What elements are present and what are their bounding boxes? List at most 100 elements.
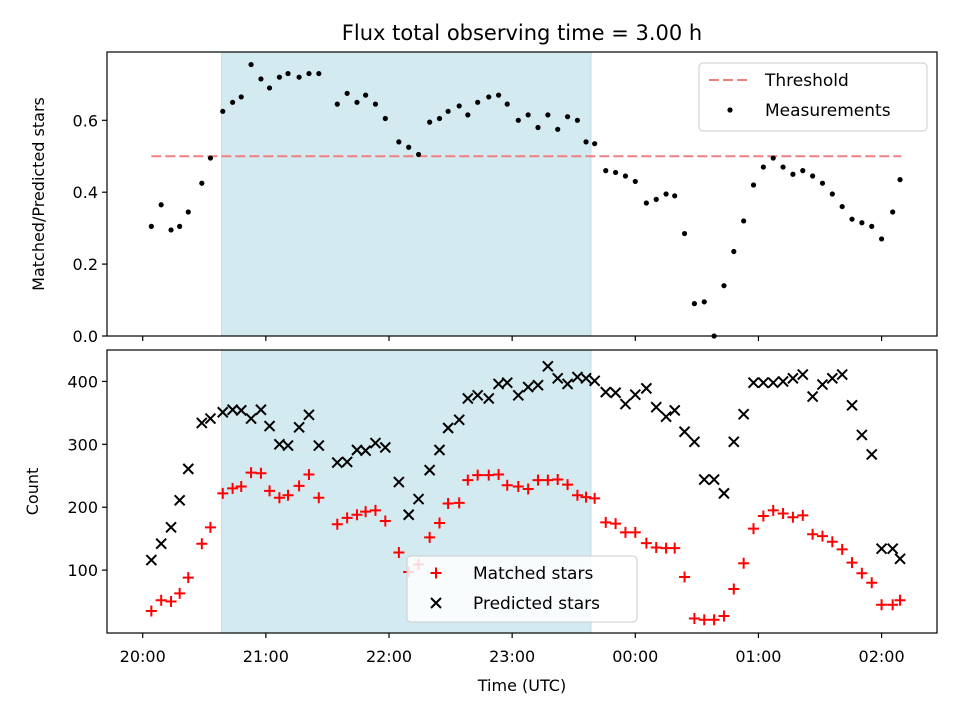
measurement-point: [475, 99, 481, 105]
predicted-star-marker: [255, 404, 267, 416]
predicted-star-marker: [816, 378, 829, 391]
predicted-star-marker: [245, 412, 257, 425]
predicted-star-marker: [698, 473, 710, 486]
measurement-point: [859, 220, 865, 226]
predicted-star-marker: [826, 372, 839, 385]
measurement-point: [334, 101, 340, 107]
predicted-star-marker: [737, 408, 750, 420]
matched-star-marker: [433, 517, 445, 529]
measurement-point: [266, 85, 273, 91]
matched-star-marker: [836, 543, 848, 555]
measurement-point: [230, 99, 236, 105]
predicted-star-marker: [369, 437, 382, 449]
legend-measurements-label: Measurements: [765, 101, 891, 121]
measurement-point: [890, 209, 896, 215]
matched-star-marker: [369, 504, 381, 516]
predicted-star-marker: [660, 410, 672, 423]
legend-box: [698, 62, 928, 132]
y-tick-label: 0.4: [73, 183, 98, 202]
predicted-star-marker: [561, 378, 574, 390]
matched-star-marker: [393, 547, 405, 559]
matched-star-marker: [542, 474, 554, 486]
measurement-point: [220, 108, 226, 114]
predicted-star-marker: [165, 521, 177, 534]
matched-star-marker: [767, 504, 779, 516]
measurement-point: [564, 114, 571, 120]
predicted-star-marker: [640, 382, 653, 395]
measurement-point: [515, 117, 521, 123]
matched-star-marker: [462, 474, 474, 486]
measurement-point: [760, 164, 766, 170]
predicted-star-marker: [512, 389, 525, 401]
measurement-point: [456, 103, 462, 109]
measurement-point: [396, 139, 402, 145]
predicted-star-marker: [629, 388, 642, 401]
matched-star-marker: [227, 482, 239, 494]
predicted-star-marker: [483, 392, 495, 405]
measurement-point: [819, 180, 826, 186]
matched-star-marker: [580, 491, 592, 503]
measurement-point: [681, 230, 688, 237]
measurement-point: [276, 74, 283, 80]
measurement-point: [643, 200, 649, 206]
matched-star-marker: [669, 542, 681, 554]
measurement-point: [382, 115, 388, 122]
measurement-point: [148, 223, 154, 229]
measurement-point: [258, 76, 264, 82]
predicted-star-marker: [145, 554, 158, 566]
x-axis-label: Time (UTC): [477, 676, 566, 695]
x-tick-label: 00:00: [612, 647, 658, 666]
matched-star-marker: [245, 467, 257, 479]
matched-star-marker: [650, 541, 662, 553]
measurement-point: [750, 182, 757, 188]
y-tick-label: 200: [67, 498, 98, 517]
measurement-point: [555, 126, 561, 132]
matched-star-marker: [217, 487, 229, 499]
predicted-star-marker: [588, 375, 601, 387]
measurement-point: [285, 70, 291, 77]
measurement-point: [168, 227, 174, 233]
matched-star-marker: [174, 587, 186, 599]
predicted-star-marker: [204, 412, 217, 425]
matched-star-marker: [610, 518, 622, 530]
matched-star-marker: [360, 506, 372, 518]
matched-star-marker: [442, 497, 454, 509]
matched-star-marker: [619, 526, 631, 538]
measurement-point: [574, 117, 581, 123]
matched-star-marker: [816, 530, 828, 542]
matched-star-marker: [145, 605, 157, 617]
count-plot: 100 200 300 400 Count 20:00 21:00 22:00 23:00 00:…: [23, 349, 938, 666]
predicted-star-marker: [173, 494, 186, 507]
matched-star-marker: [894, 594, 906, 606]
predicted-star-marker: [313, 439, 325, 452]
legend-predicted-swatch: [430, 597, 442, 609]
matched-star-marker: [501, 479, 513, 491]
matched-star-marker: [483, 469, 495, 481]
matched-star-marker: [182, 572, 194, 584]
predicted-star-marker: [453, 414, 465, 426]
matched-star-marker: [351, 509, 363, 521]
matched-star-marker: [846, 557, 858, 569]
observing-window-span: [221, 51, 592, 337]
predicted-star-marker: [235, 404, 247, 417]
measurement-point: [496, 92, 502, 98]
matched-star-marker: [797, 509, 809, 521]
measurement-point: [897, 177, 903, 183]
matched-star-marker: [424, 531, 436, 543]
predicted-star-marker: [580, 372, 592, 385]
measurement-point: [504, 101, 510, 107]
measurement-point: [612, 169, 619, 176]
measurement-point: [177, 223, 183, 229]
matched-star-marker: [826, 536, 838, 548]
matched-star-marker: [273, 492, 285, 504]
x-tick-label: 01:00: [735, 647, 781, 666]
measurement-point: [849, 216, 855, 222]
measurement-point: [344, 90, 350, 96]
matched-star-marker: [204, 521, 216, 533]
measurement-point: [296, 74, 302, 80]
matched-star-marker: [629, 526, 641, 538]
measurement-point: [770, 155, 776, 161]
measurement-point: [592, 141, 598, 147]
predicted-star-marker: [196, 417, 208, 429]
measurement-point: [869, 223, 875, 229]
